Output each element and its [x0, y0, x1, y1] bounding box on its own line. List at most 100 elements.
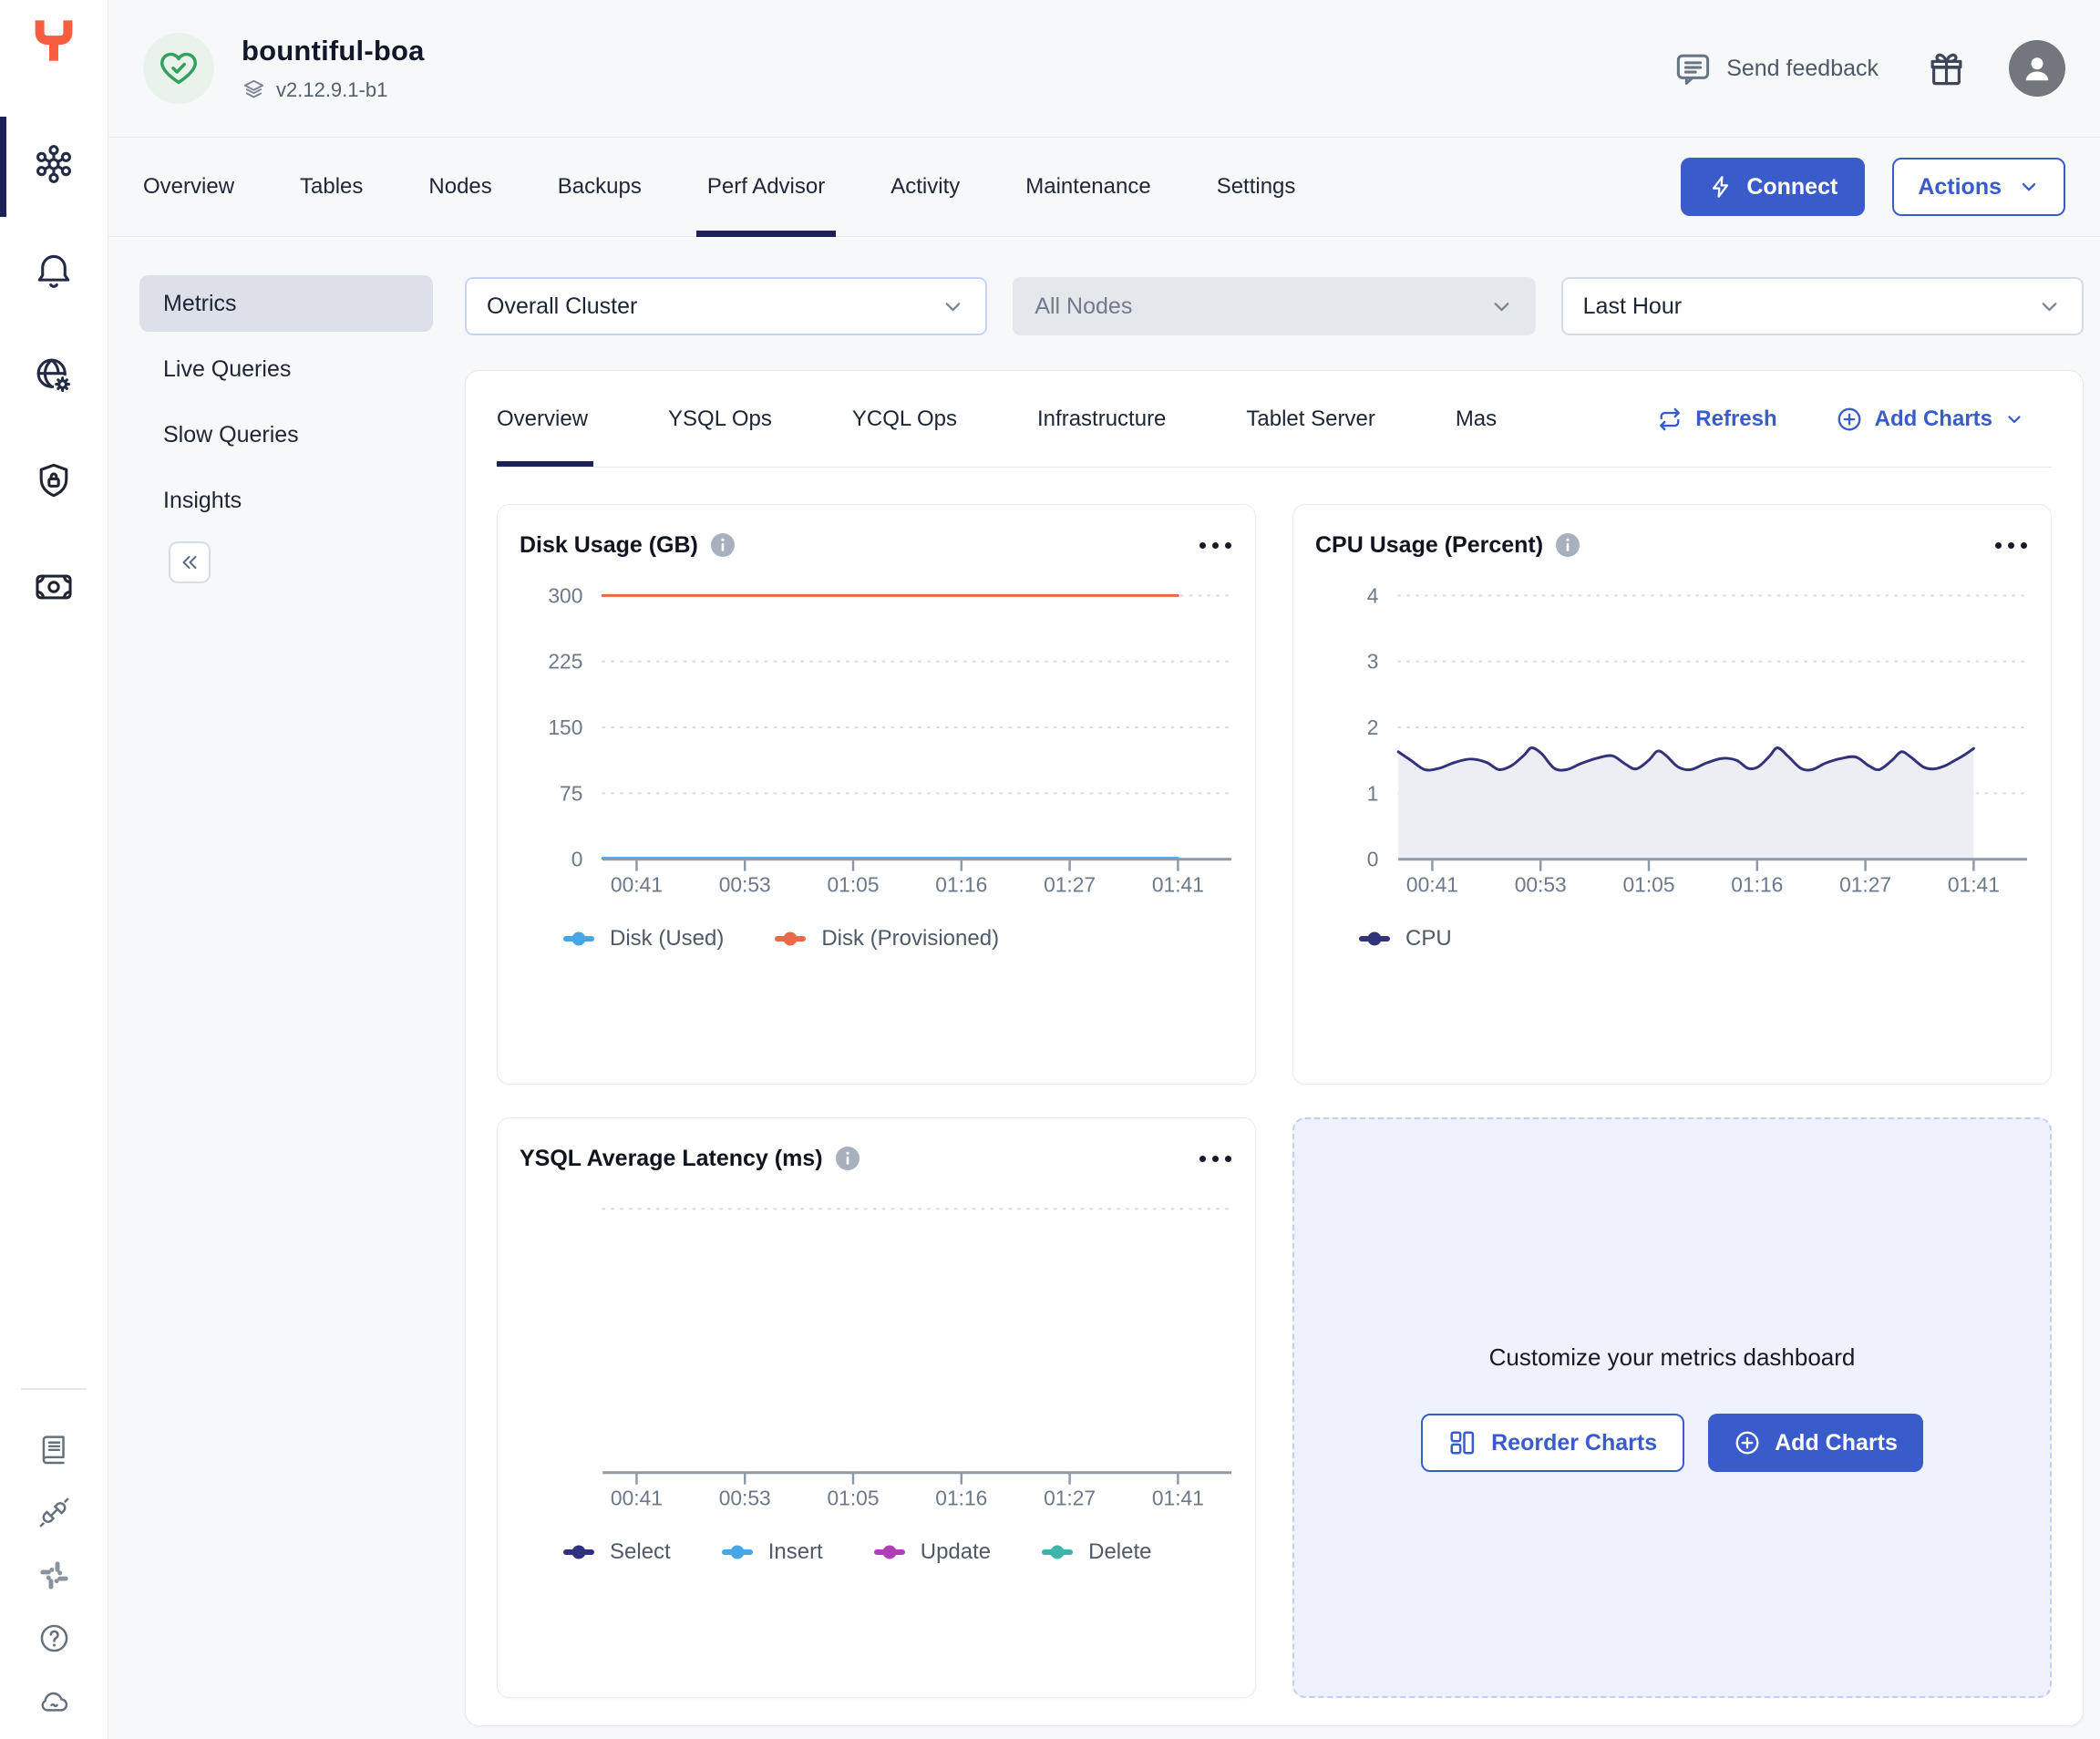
cluster-title-block: bountiful-boa v2.12.9.1-b1: [242, 35, 425, 102]
svg-text:00:53: 00:53: [719, 872, 771, 896]
actions-label: Actions: [1918, 174, 2002, 201]
metrics-tab-master-server[interactable]: Mas: [1456, 371, 1497, 467]
speech-bubble-icon: [1673, 49, 1713, 88]
charts-grid: Disk Usage (GB) 07515022530000:4100:5301…: [497, 504, 2052, 1698]
svg-text:01:41: 01:41: [1948, 872, 2000, 896]
disk-usage-plot: 07515022530000:4100:5301:0501:1601:2701:…: [520, 571, 1233, 902]
send-feedback-label: Send feedback: [1726, 56, 1879, 82]
legend-marker: [874, 1549, 905, 1555]
chart-title: YSQL Average Latency (ms): [520, 1146, 823, 1172]
legend-item: Insert: [722, 1539, 823, 1565]
cluster-network-icon: [33, 143, 75, 185]
sidebar-item-alerts[interactable]: [26, 242, 81, 297]
time-range-select[interactable]: Last Hour: [1561, 277, 2084, 335]
metrics-tab-infrastructure[interactable]: Infrastructure: [1037, 371, 1166, 467]
cluster-scope-select[interactable]: Overall Cluster: [465, 277, 987, 335]
docs-button[interactable]: [34, 1431, 74, 1467]
tab-maintenance[interactable]: Maintenance: [1025, 138, 1150, 236]
svg-text:00:41: 00:41: [1406, 872, 1458, 896]
info-icon[interactable]: [836, 1147, 860, 1170]
add-charts-button[interactable]: Add Charts: [1830, 405, 2030, 434]
chart-menu-button[interactable]: [1993, 535, 2029, 556]
active-rail-indicator: [0, 117, 6, 217]
svg-text:00:41: 00:41: [611, 1486, 663, 1509]
sidebar-item-live-queries[interactable]: Live Queries: [139, 341, 433, 397]
legend-marker: [1359, 936, 1390, 942]
customize-dashboard-panel: Customize your metrics dashboard Reorder…: [1292, 1117, 2052, 1698]
reorder-charts-button[interactable]: Reorder Charts: [1421, 1414, 1684, 1472]
connect-label: Connect: [1746, 174, 1838, 201]
content-row: Metrics Live Queries Slow Queries Insigh…: [108, 237, 2100, 1739]
svg-text:00:41: 00:41: [611, 872, 663, 896]
rail-bottom-group: [21, 1388, 87, 1719]
tab-perf-advisor[interactable]: Perf Advisor: [707, 138, 825, 236]
filters-row: Overall Cluster All Nodes Last Hour: [465, 277, 2084, 335]
info-icon[interactable]: [1556, 533, 1580, 557]
svg-text:01:16: 01:16: [935, 872, 987, 896]
chart-menu-button[interactable]: [1198, 1148, 1233, 1169]
integrations-button[interactable]: [34, 1494, 74, 1530]
svg-text:01:41: 01:41: [1152, 1486, 1204, 1509]
icon-rail: [0, 0, 108, 1739]
tab-settings[interactable]: Settings: [1217, 138, 1296, 236]
legend-item: Select: [563, 1539, 671, 1565]
legend-marker: [563, 936, 594, 942]
chart-ysql-average-latency: YSQL Average Latency (ms) 00:4100:5301:0…: [497, 1117, 1256, 1698]
cloud-status-button[interactable]: [34, 1682, 74, 1719]
sidebar-item-slow-queries[interactable]: Slow Queries: [139, 406, 433, 463]
svg-text:150: 150: [548, 715, 582, 739]
svg-text:2: 2: [1367, 715, 1379, 739]
person-icon: [2018, 49, 2056, 87]
svg-text:01:05: 01:05: [828, 1486, 880, 1509]
yugabyte-logo[interactable]: [27, 15, 80, 67]
main-column: bountiful-boa v2.12.9.1-b1 Send feedback: [108, 0, 2100, 1739]
cluster-tab-bar: Overview Tables Nodes Backups Perf Advis…: [108, 138, 2100, 237]
chart-title: CPU Usage (Percent): [1315, 532, 1543, 559]
sidebar-item-network[interactable]: [26, 348, 81, 403]
heart-check-icon: [159, 48, 199, 88]
tab-tables[interactable]: Tables: [300, 138, 363, 236]
rail-icon-group: [26, 137, 81, 614]
metrics-tab-tablet-server[interactable]: Tablet Server: [1246, 371, 1374, 467]
gift-icon: [1926, 48, 1967, 89]
reorder-charts-label: Reorder Charts: [1491, 1430, 1657, 1456]
refresh-label: Refresh: [1695, 406, 1776, 432]
tab-activity[interactable]: Activity: [890, 138, 960, 236]
collapse-sidebar-button[interactable]: [169, 541, 211, 583]
chevron-down-icon: [2018, 176, 2040, 198]
connect-button[interactable]: Connect: [1681, 158, 1865, 216]
add-charts-primary-button[interactable]: Add Charts: [1708, 1414, 1923, 1472]
sidebar-item-metrics[interactable]: Metrics: [139, 275, 433, 332]
perf-advisor-subnav: Metrics Live Queries Slow Queries Insigh…: [108, 237, 465, 1739]
rail-divider: [21, 1388, 87, 1390]
nodes-select[interactable]: All Nodes: [1013, 277, 1535, 335]
tab-overview[interactable]: Overview: [143, 138, 234, 236]
tab-nodes[interactable]: Nodes: [428, 138, 491, 236]
chart-menu-button[interactable]: [1198, 535, 1233, 556]
avatar[interactable]: [2009, 40, 2065, 97]
sidebar-item-clusters[interactable]: [26, 137, 81, 191]
help-circle-icon: [37, 1621, 71, 1655]
chart-disk-usage: Disk Usage (GB) 07515022530000:4100:5301…: [497, 504, 1256, 1085]
metrics-tab-overview[interactable]: Overview: [497, 371, 588, 467]
send-feedback-button[interactable]: Send feedback: [1668, 48, 1884, 89]
slack-button[interactable]: [34, 1557, 74, 1593]
info-icon[interactable]: [711, 533, 735, 557]
metrics-tab-ysql-ops[interactable]: YSQL Ops: [668, 371, 772, 467]
globe-gear-icon: [33, 355, 75, 396]
sidebar-item-insights[interactable]: Insights: [139, 472, 433, 529]
chart-header: YSQL Average Latency (ms): [520, 1142, 1233, 1175]
refresh-button[interactable]: Refresh: [1651, 405, 1782, 434]
help-button[interactable]: [34, 1620, 74, 1656]
metrics-tab-ycql-ops[interactable]: YCQL Ops: [852, 371, 957, 467]
metrics-tab-bar: Overview YSQL Ops YCQL Ops Infrastructur…: [497, 371, 2052, 468]
actions-button[interactable]: Actions: [1892, 158, 2065, 216]
slack-icon: [37, 1559, 71, 1592]
layers-icon: [242, 77, 266, 102]
metrics-tabs-scroll: Overview YSQL Ops YCQL Ops Infrastructur…: [497, 371, 1651, 467]
sidebar-item-security[interactable]: [26, 454, 81, 509]
gift-button[interactable]: [1926, 48, 1967, 89]
svg-text:01:27: 01:27: [1839, 872, 1891, 896]
sidebar-item-billing[interactable]: [26, 560, 81, 614]
tab-backups[interactable]: Backups: [558, 138, 642, 236]
